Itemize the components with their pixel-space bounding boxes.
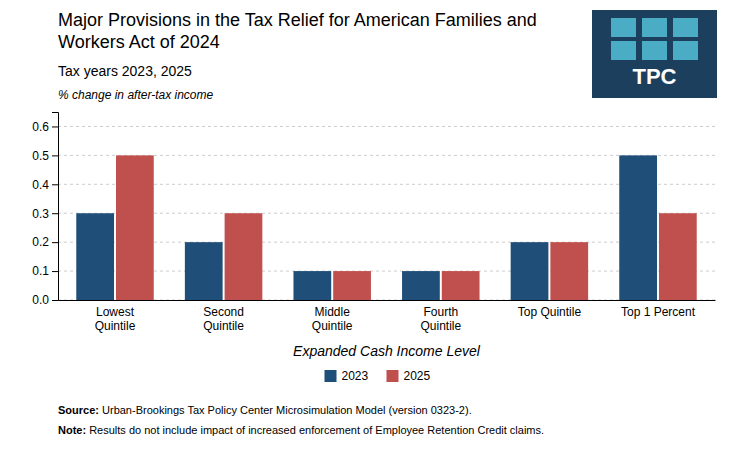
chart: Major Provisions in the Tax Relief for A… xyxy=(0,0,735,461)
y-tick-mark xyxy=(52,155,58,156)
bar xyxy=(185,242,223,300)
y-tick-label: 0.4 xyxy=(32,178,49,192)
x-tick-label: MiddleQuintile xyxy=(312,305,353,333)
grid-line xyxy=(58,213,715,214)
y-tick-label: 0.1 xyxy=(32,264,49,278)
y-tick-mark xyxy=(52,242,58,243)
bar xyxy=(511,242,549,300)
y-tick-label: 0.6 xyxy=(32,120,49,134)
legend-item: 2025 xyxy=(387,369,431,383)
bar xyxy=(116,155,154,300)
y-tick-mark xyxy=(52,184,58,185)
bar xyxy=(402,271,440,300)
x-tick-label: LowestQuintile xyxy=(95,305,136,333)
x-tick-label: SecondQuintile xyxy=(203,305,244,333)
y-tick-label: 0.0 xyxy=(32,293,49,307)
x-tick-label-line: Quintile xyxy=(95,319,136,333)
grid-line xyxy=(58,271,715,272)
x-tick: LowestQuintile xyxy=(95,305,136,333)
plot: 0.00.10.20.30.40.50.6LowestQuintileSecon… xyxy=(32,113,715,334)
y-tick: 0.0 xyxy=(32,293,58,307)
x-axis-title: Expanded Cash Income Level xyxy=(293,343,481,359)
title-line: Major Provisions in the Tax Relief for A… xyxy=(58,10,537,30)
bar xyxy=(76,213,114,300)
grid xyxy=(58,126,715,300)
legend-item: 2023 xyxy=(325,369,369,383)
bar xyxy=(659,213,697,300)
annotation-prefix: Note: xyxy=(58,424,86,436)
logo-square xyxy=(611,18,636,37)
logo-square xyxy=(673,41,698,60)
legend-swatch xyxy=(387,370,399,382)
grid-line xyxy=(58,300,715,301)
y-tick-mark xyxy=(52,126,58,127)
y-tick: 0.2 xyxy=(32,235,58,249)
y-tick: 0.4 xyxy=(32,178,58,192)
x-tick-label: Top Quintile xyxy=(518,305,582,319)
bar xyxy=(225,213,263,300)
x-tick-label: FourthQuintile xyxy=(420,305,461,333)
y-tick-mark xyxy=(52,300,58,301)
y-tick: 0.5 xyxy=(32,149,58,163)
title: Major Provisions in the Tax Relief for A… xyxy=(58,10,537,52)
y-tick-mark xyxy=(52,271,58,272)
y-tick-mark xyxy=(52,213,58,214)
grid-line xyxy=(58,126,715,127)
logo-box xyxy=(592,10,717,98)
x-tick-label-line: Middle xyxy=(315,305,351,319)
y-tick-label: 0.3 xyxy=(32,207,49,221)
subtitle: Tax years 2023, 2025 xyxy=(58,63,192,79)
legend-label: 2025 xyxy=(404,369,431,383)
y-tick-label: 0.5 xyxy=(32,149,49,163)
bar xyxy=(442,271,480,300)
logo-square xyxy=(642,41,667,60)
x-tick-label-line: Quintile xyxy=(420,319,461,333)
x-tick-label-line: Quintile xyxy=(312,319,353,333)
bar xyxy=(333,271,371,300)
x-tick: Top 1 Percent xyxy=(621,305,696,319)
bar xyxy=(293,271,331,300)
annotation: Note: Results do not include impact of i… xyxy=(58,424,544,436)
grid-line xyxy=(58,242,715,243)
x-tick-label-line: Second xyxy=(203,305,244,319)
annotation: Source: Urban-Brookings Tax Policy Cente… xyxy=(58,404,472,416)
logo-square xyxy=(673,18,698,37)
legend-label: 2023 xyxy=(342,369,369,383)
annotation-prefix: Source: xyxy=(58,404,99,416)
y-tick: 0.1 xyxy=(32,264,58,278)
y-tick-label: 0.2 xyxy=(32,235,49,249)
y-axis-title: % change in after-tax income xyxy=(58,88,214,102)
bars xyxy=(76,155,696,300)
y-tick: 0.3 xyxy=(32,207,58,221)
grid-line xyxy=(58,184,715,185)
annotation-body: Results do not include impact of increas… xyxy=(86,424,544,436)
x-tick: MiddleQuintile xyxy=(312,305,353,333)
x-tick: FourthQuintile xyxy=(420,305,461,333)
bar xyxy=(619,155,657,300)
annotation-body: Urban-Brookings Tax Policy Center Micros… xyxy=(99,404,472,416)
logo: TPC xyxy=(592,10,717,98)
legend: 2023 2025 xyxy=(325,369,431,383)
x-tick: SecondQuintile xyxy=(203,305,244,333)
bar xyxy=(550,242,588,300)
logo-square xyxy=(642,18,667,37)
x-tick-label: Top 1 Percent xyxy=(621,305,696,319)
y-axis-line xyxy=(52,113,59,301)
y-axis: 0.0 0.1 0.2 0.3 0.4 0.5 0.6 xyxy=(32,113,58,308)
title-line: Workers Act of 2024 xyxy=(58,32,220,52)
legend-swatch xyxy=(325,370,337,382)
x-tick-label-line: Top 1 Percent xyxy=(621,305,696,319)
grid-line xyxy=(58,155,715,156)
logo-square xyxy=(611,41,636,60)
logo-text: TPC xyxy=(633,64,677,89)
x-tick-label-line: Fourth xyxy=(423,305,458,319)
x-tick-label-line: Quintile xyxy=(203,319,244,333)
x-tick: Top Quintile xyxy=(518,305,582,319)
x-tick-label-line: Lowest xyxy=(96,305,135,319)
y-tick: 0.6 xyxy=(32,120,58,134)
x-tick-label-line: Top Quintile xyxy=(518,305,582,319)
x-axis: LowestQuintileSecondQuintileMiddleQuinti… xyxy=(59,301,716,334)
x-axis-line xyxy=(59,300,716,301)
